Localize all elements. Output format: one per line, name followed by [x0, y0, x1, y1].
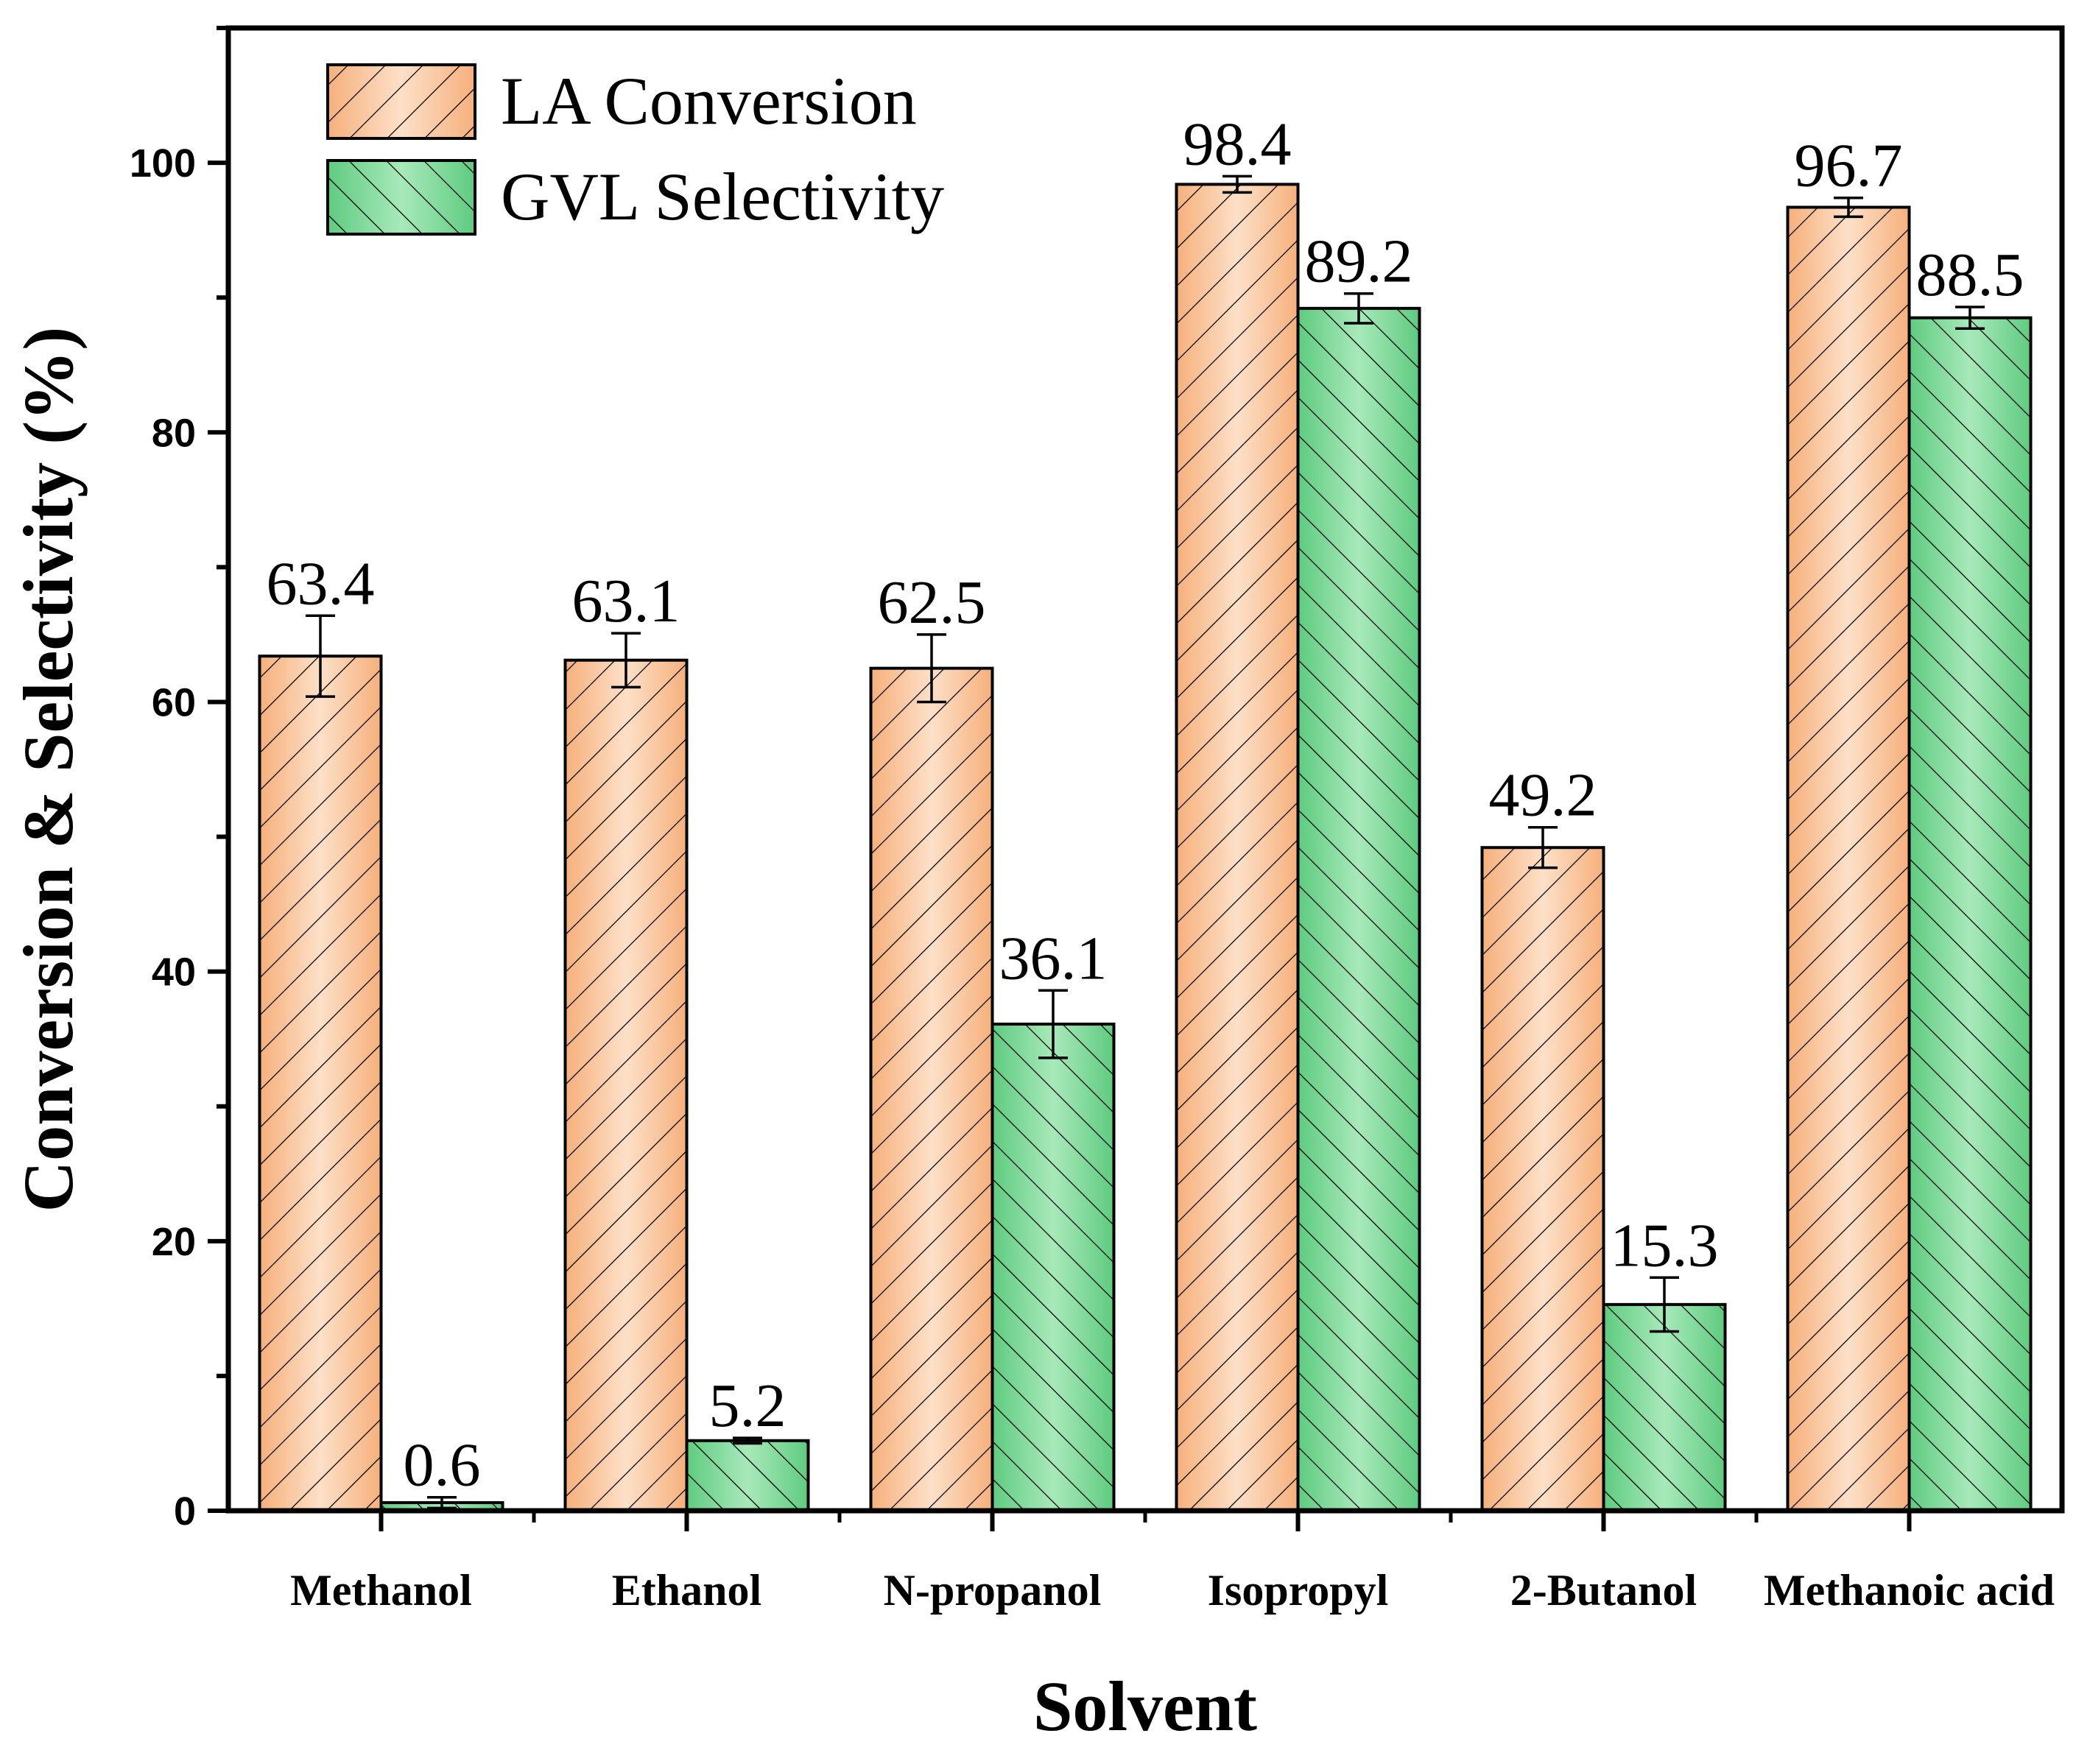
data-label-gvl-selectivity-methanoic-acid: 88.5: [1916, 241, 2024, 309]
bar-la-conversion-ethanol-hatch: [563, 658, 689, 1512]
y-axis-title: Conversion & Selectivity (%): [9, 327, 88, 1212]
data-label-la-conversion-isopropyl: 98.4: [1183, 110, 1292, 178]
legend-swatch-gvl-selectivity-hatch: [326, 159, 476, 236]
error-bars-layer: [306, 174, 1985, 1510]
y-tick-label-0: 0: [174, 1489, 196, 1534]
x-tick-label-methanoic-acid: Methanoic acid: [1764, 1566, 2055, 1615]
bar-la-conversion-methanoic-acid-hatch: [1786, 205, 1911, 1513]
x-tick-label-methanol: Methanol: [290, 1566, 472, 1615]
x-tick-label-n-propanol: N-propanol: [884, 1566, 1102, 1615]
x-tick-label-ethanol: Ethanol: [612, 1566, 761, 1615]
legend-label-la-conversion: LA Conversion: [501, 63, 917, 138]
data-label-gvl-selectivity-2-butanol: 15.3: [1611, 1211, 1719, 1280]
x-tick-label-isopropyl: Isopropyl: [1208, 1566, 1389, 1615]
x-tick-label-2-butanol: 2-Butanol: [1510, 1566, 1697, 1615]
legend-swatch-la-conversion-hatch: [326, 63, 476, 140]
data-labels-layer: 63.4 0.6 63.1 5.2 62.5 36.1 98.489.2 49.2 15.3 96…: [267, 110, 2024, 1499]
y-tick-label-20: 20: [152, 1220, 196, 1264]
bar-gvl-selectivity-methanoic-acid-hatch: [1907, 316, 2033, 1512]
data-label-gvl-selectivity-isopropyl: 89.2: [1305, 227, 1413, 296]
data-label-gvl-selectivity-methanol: 0.6: [404, 1431, 481, 1500]
x-axis: Methanol Ethanol N-propanol Isopropyl 2-Buta…: [290, 1511, 2055, 1615]
bar-gvl-selectivity-n-propanol-hatch: [991, 1023, 1116, 1513]
y-tick-label-40: 40: [152, 950, 196, 995]
bar-la-conversion-n-propanol-hatch: [869, 666, 994, 1513]
x-axis-title: Solvent: [1033, 1667, 1257, 1746]
bar-gvl-selectivity-ethanol-hatch: [685, 1439, 810, 1512]
legend-label-gvl-selectivity: GVL Selectivity: [501, 159, 944, 234]
data-label-la-conversion-ethanol: 63.1: [572, 567, 680, 635]
y-tick-label-80: 80: [152, 411, 196, 455]
bar-la-conversion-isopropyl-hatch: [1175, 183, 1300, 1512]
y-tick-label-100: 100: [130, 141, 196, 186]
data-label-la-conversion-n-propanol: 62.5: [878, 568, 986, 637]
data-label-la-conversion-2-butanol: 49.2: [1489, 761, 1597, 830]
bar-la-conversion-2-butanol-hatch: [1480, 846, 1605, 1512]
data-label-gvl-selectivity-ethanol: 5.2: [709, 1372, 787, 1440]
data-label-la-conversion-methanoic-acid: 96.7: [1795, 132, 1903, 200]
bar-gvl-selectivity-isopropyl-hatch: [1296, 306, 1421, 1512]
y-axis: 0 20 40 60 80 100: [130, 26, 228, 1534]
bar-gvl-selectivity-2-butanol-hatch: [1602, 1302, 1727, 1512]
data-label-la-conversion-methanol: 63.4: [267, 549, 375, 618]
legend: LA Conversion GVL Selectivity: [326, 63, 944, 236]
data-label-gvl-selectivity-n-propanol: 36.1: [999, 924, 1108, 992]
bars-layer: [258, 183, 2033, 1513]
bar-la-conversion-methanol-hatch: [258, 655, 383, 1512]
y-tick-label-60: 60: [152, 680, 196, 724]
